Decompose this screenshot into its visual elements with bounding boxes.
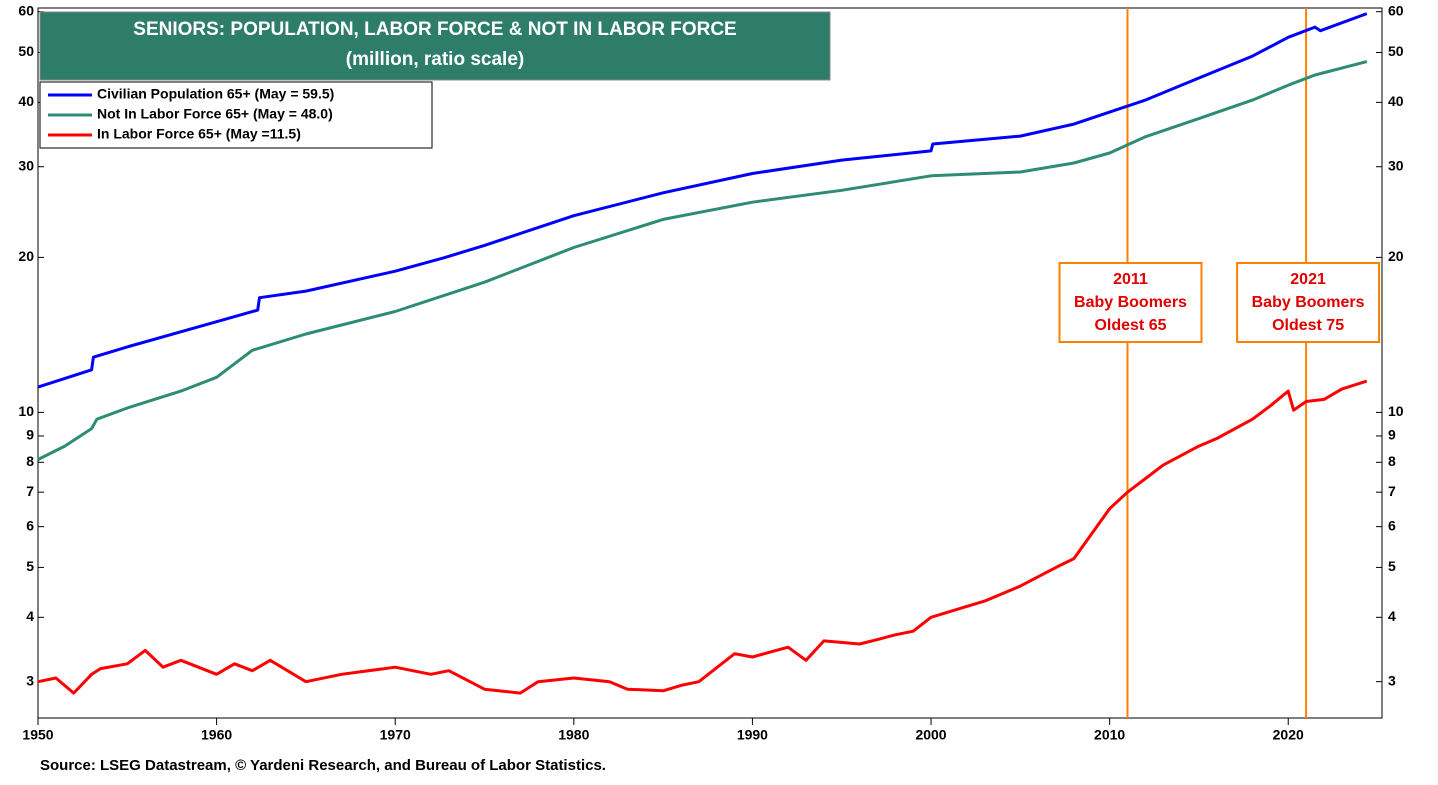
y-tick-label: 40 [1388, 93, 1404, 109]
series-line [37, 379, 1368, 695]
y-tick-label: 30 [1388, 157, 1404, 173]
annotation-text: 2011 [1113, 271, 1148, 288]
y-tick-label: 8 [26, 453, 34, 469]
annotation-text: Oldest 75 [1272, 317, 1344, 334]
annotation-text: Baby Boomers [1074, 294, 1187, 311]
y-tick-label: 7 [26, 483, 34, 499]
legend-label: Not In Labor Force 65+ (May = 48.0) [97, 106, 333, 122]
series-line [37, 60, 1368, 461]
y-tick-label: 5 [26, 558, 34, 574]
x-tick-label: 1980 [558, 727, 589, 743]
source-note: Source: LSEG Datastream, © Yardeni Resea… [40, 757, 606, 774]
legend-box [39, 81, 433, 149]
y-tick-label: 60 [18, 2, 34, 18]
x-tick-label: 1950 [22, 727, 53, 743]
x-tick-label: 1960 [201, 727, 232, 743]
y-tick-label: 4 [26, 608, 34, 624]
y-tick-label: 20 [1388, 248, 1404, 264]
y-tick-label: 5 [1388, 558, 1396, 574]
y-tick-label: 20 [18, 248, 34, 264]
y-tick-label: 50 [18, 43, 34, 59]
y-tick-label: 10 [18, 403, 34, 419]
annotation-box [1236, 262, 1381, 343]
x-tick-label: 2010 [1094, 727, 1125, 743]
y-tick-label: 6 [26, 517, 34, 533]
chart-title: SENIORS: POPULATION, LABOR FORCE & NOT I… [133, 19, 736, 40]
x-tick-label: 1990 [737, 727, 768, 743]
legend-label: Civilian Population 65+ (May = 59.5) [97, 86, 334, 102]
y-tick-label: 3 [1388, 672, 1396, 688]
y-tick-label: 40 [18, 93, 34, 109]
chart-subtitle: (million, ratio scale) [346, 49, 524, 70]
y-tick-label: 3 [26, 672, 34, 688]
y-tick-label: 6 [1388, 517, 1396, 533]
plot-frame [37, 7, 1383, 719]
y-tick-label: 50 [1388, 43, 1404, 59]
y-tick-label: 10 [1388, 403, 1404, 419]
y-tick-label: 9 [26, 427, 34, 443]
x-tick-label: 1970 [380, 727, 411, 743]
legend-label: In Labor Force 65+ (May =11.5) [97, 126, 301, 142]
annotation-text: 2021 [1290, 271, 1326, 288]
x-tick-label: 2000 [915, 727, 946, 743]
y-tick-label: 60 [1388, 2, 1404, 18]
series-line [37, 12, 1368, 389]
x-tick-label: 2020 [1273, 727, 1304, 743]
y-tick-label: 30 [18, 157, 34, 173]
annotation-box [1058, 262, 1203, 343]
y-tick-label: 4 [1388, 608, 1396, 624]
y-tick-label: 9 [1388, 427, 1396, 443]
y-tick-label: 7 [1388, 483, 1396, 499]
title-box [39, 11, 831, 81]
annotation-text: Oldest 65 [1094, 317, 1166, 334]
annotation-text: Baby Boomers [1252, 294, 1365, 311]
y-tick-label: 8 [1388, 453, 1396, 469]
